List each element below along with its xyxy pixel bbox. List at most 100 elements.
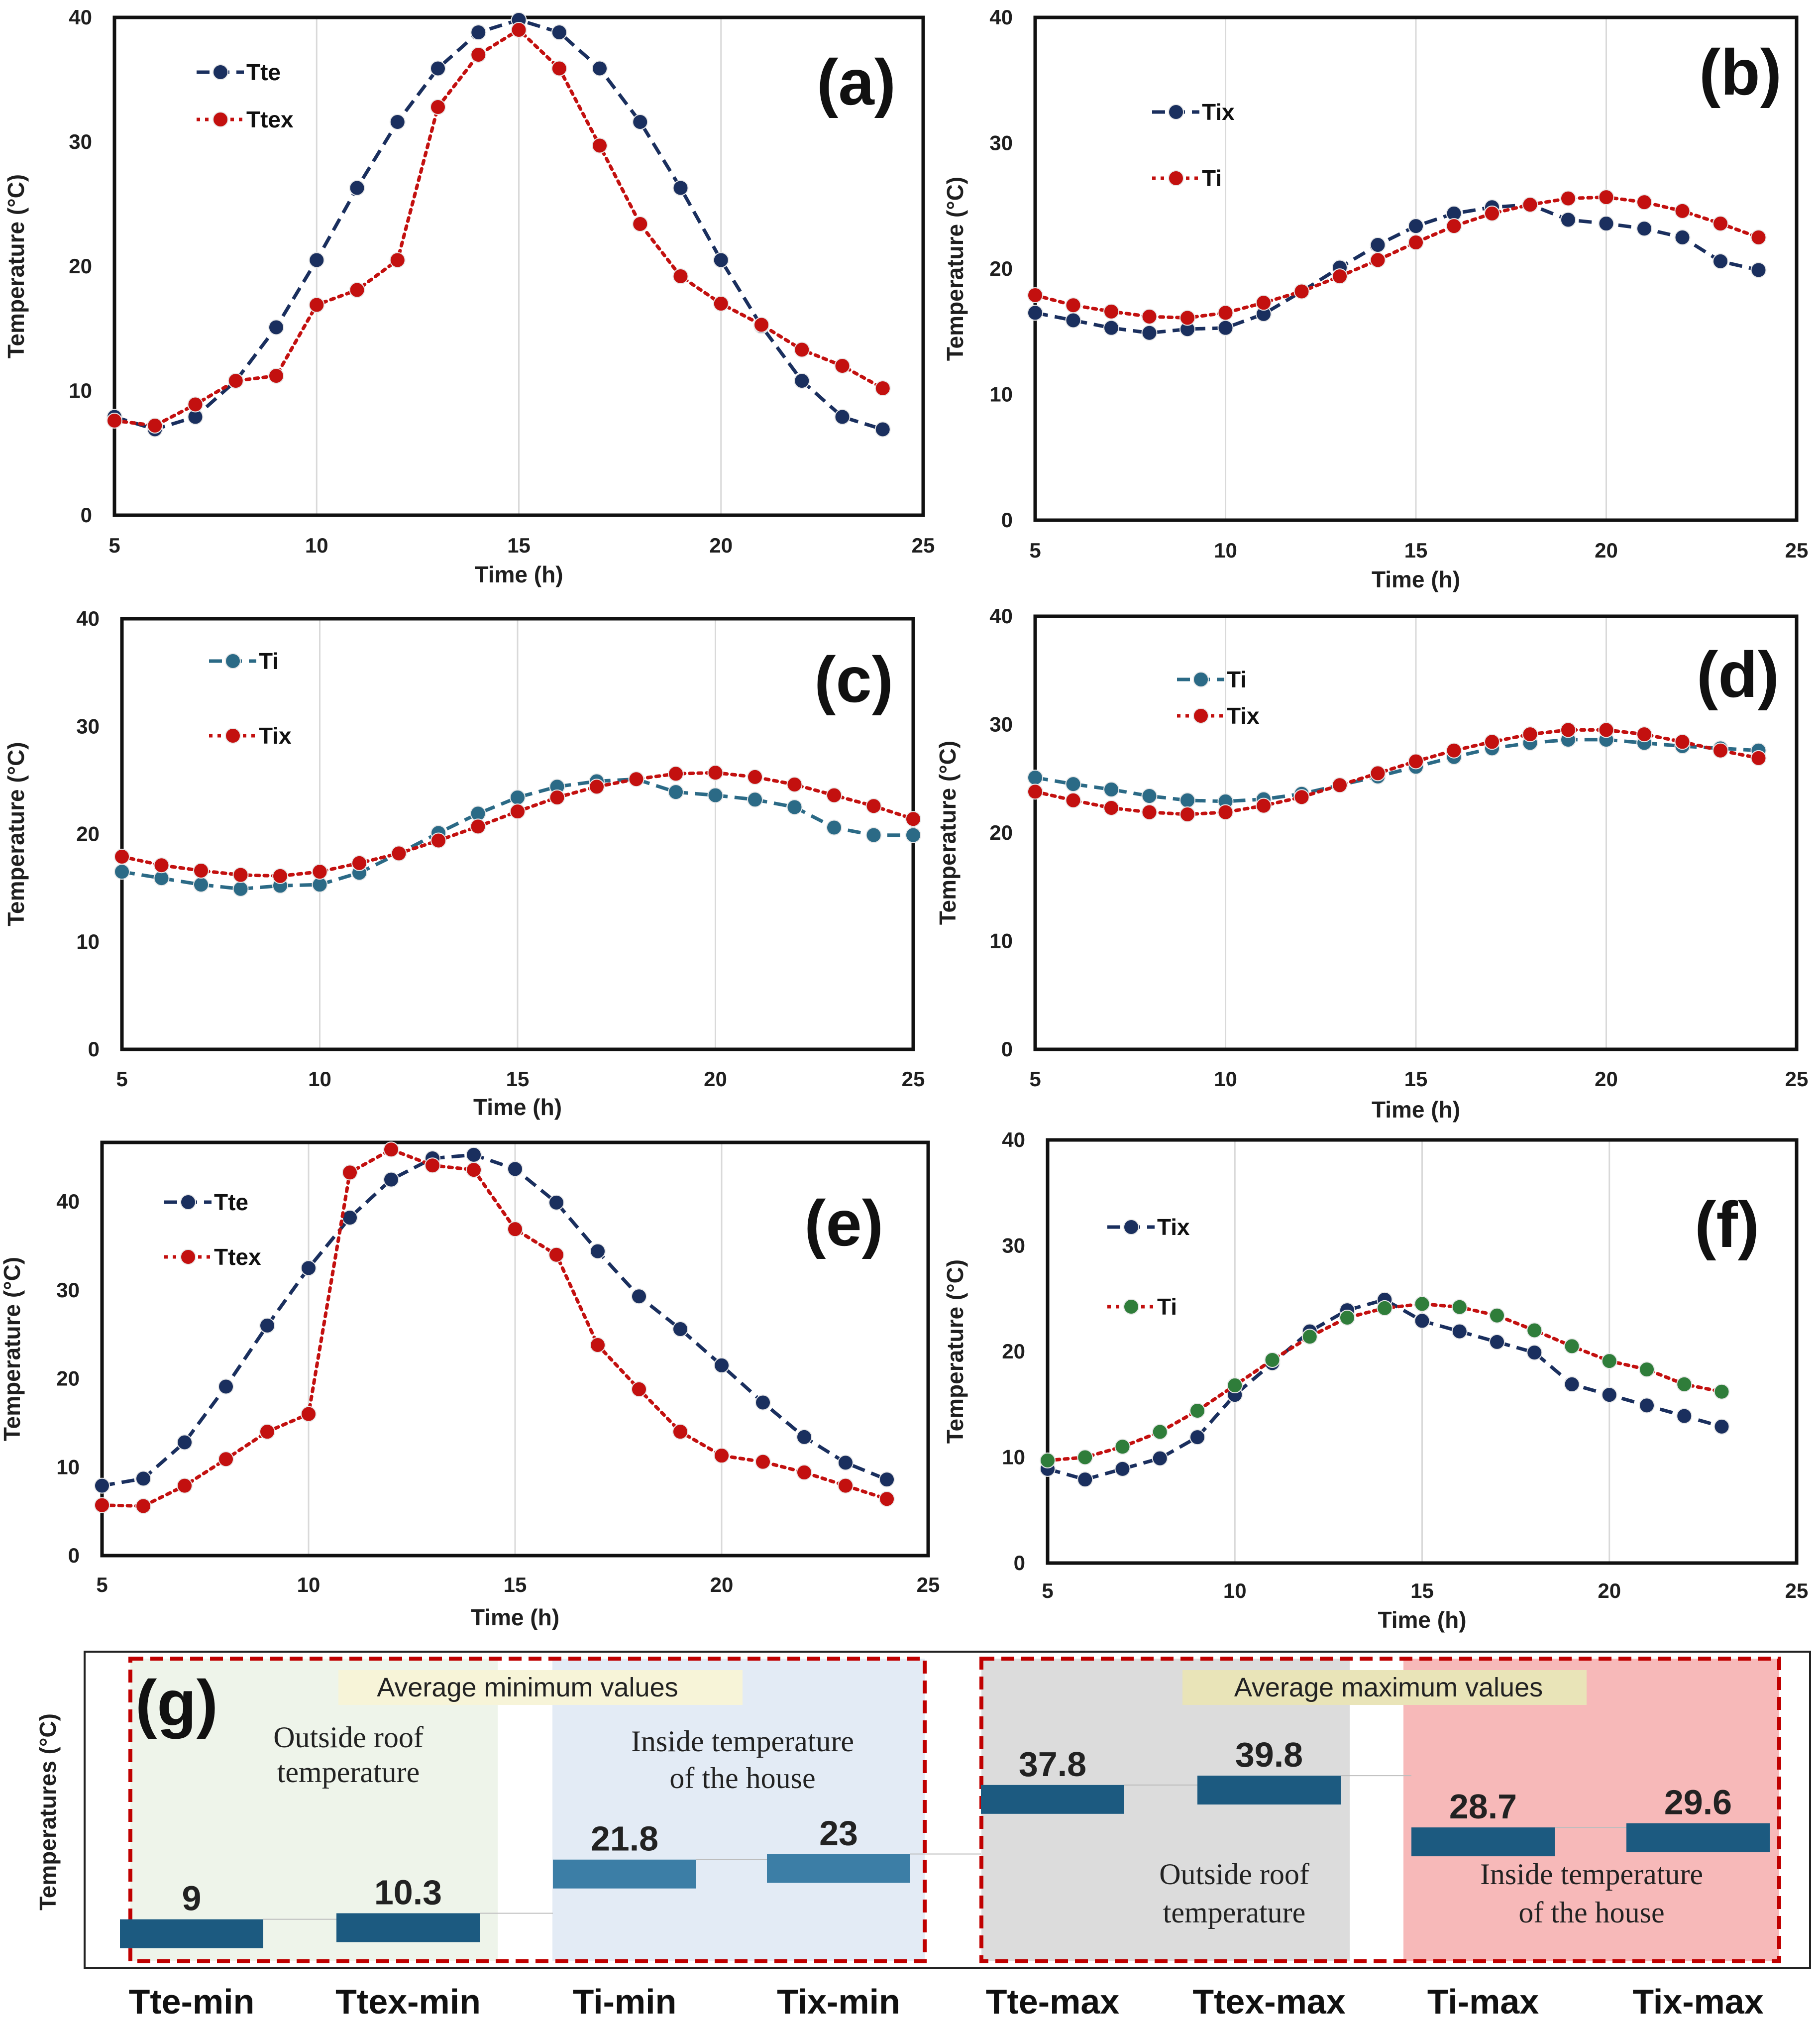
data-point-d-tix bbox=[1598, 722, 1614, 738]
data-point-a-ttex bbox=[389, 252, 406, 268]
data-point-c-ti bbox=[826, 819, 842, 836]
data-point-f-ti bbox=[1114, 1439, 1131, 1455]
panel-e-y-tick: 30 bbox=[56, 1278, 80, 1302]
panel-f-x-tick: 10 bbox=[1223, 1579, 1247, 1602]
data-point-a-tte bbox=[551, 24, 567, 40]
panel-d-y-tick: 0 bbox=[1001, 1037, 1013, 1061]
series-line-f-tix bbox=[1047, 1298, 1722, 1481]
data-point-f-ti bbox=[1601, 1353, 1617, 1369]
data-point-b-ti bbox=[1179, 310, 1195, 326]
data-point-c-ti bbox=[232, 881, 249, 897]
data-point-c-ti bbox=[747, 791, 763, 808]
data-point-f-ti bbox=[1451, 1299, 1468, 1315]
panel-c-y-tick: 30 bbox=[76, 714, 100, 738]
data-point-b-tix bbox=[1408, 218, 1424, 234]
panel-g-letter: (g) bbox=[135, 1667, 218, 1739]
data-point-c-ti bbox=[707, 787, 724, 803]
data-point-f-tix bbox=[1152, 1450, 1168, 1466]
panel-b-x-tick: 5 bbox=[1029, 539, 1041, 562]
data-point-a-ttex bbox=[227, 373, 244, 389]
data-point-a-tte bbox=[470, 24, 487, 40]
data-point-b-ti bbox=[1598, 189, 1614, 206]
avg-min-label: Average minimum values bbox=[377, 1673, 678, 1702]
data-point-e-tte bbox=[714, 1357, 730, 1373]
bar-value-ti-max: 28.7 bbox=[1449, 1787, 1517, 1826]
data-point-f-tix bbox=[1564, 1376, 1580, 1392]
panel-d-x-axis-label: Time (h) bbox=[1372, 1097, 1460, 1123]
legend-marker-a-tte bbox=[213, 64, 228, 80]
data-point-a-tte bbox=[672, 180, 689, 196]
data-point-b-ti bbox=[1370, 252, 1386, 268]
data-point-e-tte bbox=[177, 1434, 193, 1451]
panel-d-y-tick: 20 bbox=[989, 821, 1013, 844]
legend-marker-f-ti bbox=[1123, 1299, 1139, 1315]
data-point-b-ti bbox=[1293, 283, 1310, 300]
data-point-e-tte bbox=[259, 1317, 275, 1334]
data-point-f-tix bbox=[1451, 1323, 1468, 1340]
data-point-f-ti bbox=[1264, 1352, 1281, 1368]
legend-marker-d-ti bbox=[1193, 672, 1209, 687]
data-point-d-tix bbox=[1103, 799, 1119, 816]
panel-c-y-axis-label: Temperature (°C) bbox=[3, 742, 29, 926]
data-point-e-tte bbox=[218, 1378, 234, 1395]
category-label-tix-min: Tix-min bbox=[777, 1982, 900, 2021]
panel-b-y-tick: 30 bbox=[989, 131, 1013, 155]
data-point-c-tix bbox=[747, 769, 763, 785]
data-point-b-ti bbox=[1027, 287, 1043, 304]
data-point-f-ti bbox=[1152, 1424, 1168, 1440]
panel-d-frame bbox=[1033, 614, 1799, 1051]
panel-f-y-axis-label: Temperature (°C) bbox=[942, 1259, 968, 1444]
inside-house-min-region bbox=[552, 1659, 925, 1961]
data-point-e-tte bbox=[755, 1394, 771, 1411]
data-point-d-tix bbox=[1713, 742, 1728, 759]
legend-label-e-ttex: Ttex bbox=[214, 1244, 261, 1270]
panel-e-x-tick: 10 bbox=[297, 1573, 321, 1596]
data-point-e-ttex bbox=[259, 1424, 275, 1440]
panel-c-y-tick: 0 bbox=[88, 1037, 100, 1061]
data-point-b-tix bbox=[1598, 216, 1614, 232]
panel-a-x-axis-label: Time (h) bbox=[474, 562, 563, 587]
bar-tte-min bbox=[120, 1919, 263, 1948]
panel-c-x-axis-label: Time (h) bbox=[473, 1094, 562, 1120]
data-point-c-tix bbox=[312, 864, 328, 880]
panel-f-y-tick: 20 bbox=[1002, 1340, 1025, 1363]
data-point-b-tix bbox=[1103, 320, 1119, 336]
panel-b-x-axis-label: Time (h) bbox=[1372, 566, 1460, 592]
data-point-f-ti bbox=[1676, 1376, 1693, 1392]
data-point-f-ti bbox=[1040, 1452, 1056, 1468]
bar-tte-max bbox=[981, 1785, 1124, 1814]
bar-ti-max bbox=[1411, 1827, 1555, 1857]
legend-marker-e-tte bbox=[180, 1194, 196, 1210]
data-point-b-ti bbox=[1522, 197, 1538, 213]
data-point-e-tte bbox=[301, 1260, 317, 1276]
panel-e-x-tick: 25 bbox=[917, 1573, 940, 1596]
data-point-c-tix bbox=[905, 811, 921, 827]
panel-a-y-tick: 0 bbox=[81, 503, 92, 527]
panel-f-x-axis-label: Time (h) bbox=[1378, 1607, 1466, 1633]
panel-b-chart: 0 10 20 30 40 5 10 15 20 25 Time (h) Temperature (°… bbox=[942, 5, 1808, 592]
bar-ttex-min bbox=[336, 1913, 480, 1942]
data-point-e-ttex bbox=[838, 1477, 854, 1494]
legend-marker-c-ti bbox=[225, 653, 241, 669]
inside-house-max-region bbox=[1403, 1659, 1779, 1961]
data-point-f-ti bbox=[1227, 1377, 1243, 1393]
data-point-c-tix bbox=[707, 765, 724, 781]
panel-a-x-tick: 10 bbox=[305, 534, 328, 557]
data-point-d-tix bbox=[1256, 797, 1272, 814]
data-point-a-tte bbox=[713, 252, 729, 268]
data-point-f-ti bbox=[1377, 1300, 1393, 1316]
data-point-e-ttex bbox=[177, 1477, 193, 1494]
data-point-b-ti bbox=[1332, 268, 1348, 285]
panel-e-frame bbox=[100, 1140, 930, 1558]
data-point-e-ttex bbox=[507, 1221, 523, 1238]
data-point-e-ttex bbox=[218, 1451, 234, 1467]
data-point-b-tix bbox=[1065, 312, 1081, 329]
data-point-d-ti bbox=[1141, 788, 1158, 804]
panel-b-x-tick: 25 bbox=[1785, 539, 1809, 562]
data-point-e-tte bbox=[631, 1288, 647, 1305]
bar-tix-max bbox=[1626, 1823, 1770, 1852]
panel-d-x-tick: 5 bbox=[1029, 1067, 1041, 1091]
data-point-e-ttex bbox=[301, 1406, 317, 1422]
data-point-a-ttex bbox=[834, 358, 851, 374]
min-group-box bbox=[128, 1657, 927, 1963]
